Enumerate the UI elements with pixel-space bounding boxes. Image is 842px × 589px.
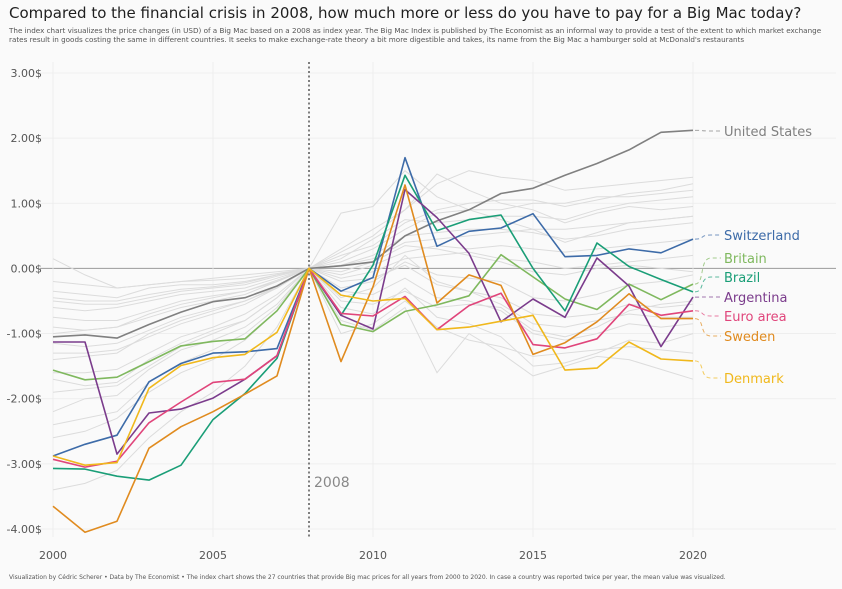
background-series-line xyxy=(52,222,694,302)
series-line-switzerland xyxy=(52,156,694,457)
y-axis: 3.00$ 2.00$ 1.00$ 0.00$ -1.00$ -2.00$ -3.00$ -4… xyxy=(7,67,42,536)
series-line-brazil xyxy=(52,174,694,481)
label-leader-line xyxy=(694,234,721,240)
background-series-line xyxy=(52,261,694,331)
y-tick-label: 1.00$ xyxy=(11,197,43,210)
label-leader-line xyxy=(694,318,721,337)
x-tick-label: 2005 xyxy=(199,549,227,562)
series-label: Denmark xyxy=(724,372,784,387)
y-tick-label: -2.00$ xyxy=(7,393,42,406)
y-tick-label: 2.00$ xyxy=(11,132,43,145)
chart-caption: Visualization by Cédric Scherer • Data b… xyxy=(9,574,726,581)
series-line-euro-area xyxy=(52,267,694,468)
background-series-line xyxy=(52,267,694,413)
series-label: Brazil xyxy=(724,271,760,286)
label-leader-line xyxy=(694,360,721,379)
series-label: Euro area xyxy=(724,310,787,325)
x-axis: 2000 2005 2010 2015 2020 xyxy=(39,549,707,562)
series-line-argentina xyxy=(53,188,694,455)
series-line-united-states xyxy=(52,129,694,339)
background-series-line xyxy=(52,183,694,361)
y-tick-label: -1.00$ xyxy=(7,328,42,341)
background-series-line xyxy=(52,215,694,289)
highlighted-series xyxy=(52,129,694,534)
series-labels: United States Switzerland Britain Brazil Arg… xyxy=(724,125,812,387)
label-leader-lines xyxy=(694,129,721,379)
series-label: Argentina xyxy=(724,291,787,306)
x-tick-label: 2000 xyxy=(39,549,67,562)
line-chart: 2008 United States Switzerland Britain Braz… xyxy=(7,62,836,562)
series-label: United States xyxy=(724,125,812,140)
grid-lines xyxy=(40,62,836,537)
series-label: Switzerland xyxy=(724,229,800,244)
background-series-line xyxy=(52,173,694,393)
label-leader-line xyxy=(694,257,721,285)
background-series-line xyxy=(53,267,694,374)
y-tick-label: -4.00$ xyxy=(7,523,42,536)
x-tick-label: 2015 xyxy=(519,549,547,562)
background-series-line xyxy=(52,170,694,387)
x-tick-label: 2020 xyxy=(679,549,707,562)
background-series-line xyxy=(52,170,694,335)
y-tick-label: 3.00$ xyxy=(11,67,43,80)
series-label: Sweden xyxy=(724,330,775,345)
background-series-line xyxy=(52,189,694,299)
series-label: Britain xyxy=(724,252,767,267)
background-series-line xyxy=(52,196,694,305)
background-series-line xyxy=(53,267,694,354)
series-line-sweden xyxy=(52,184,693,534)
x-tick-label: 2010 xyxy=(359,549,387,562)
y-tick-label: -3.00$ xyxy=(7,458,42,471)
background-series-line xyxy=(52,267,694,491)
label-leader-line xyxy=(694,276,721,293)
chart-title: Compared to the financial crisis in 2008… xyxy=(9,4,802,22)
y-tick-label: 0.00$ xyxy=(11,262,43,275)
background-series-line xyxy=(52,267,694,439)
label-leader-line xyxy=(694,310,721,317)
label-leader-line xyxy=(694,129,721,132)
chart-subtitle: The index chart visualizes the price cha… xyxy=(9,26,822,45)
series-line-britain xyxy=(52,253,694,381)
series-line-denmark xyxy=(52,267,694,466)
index-year-label: 2008 xyxy=(314,475,350,491)
